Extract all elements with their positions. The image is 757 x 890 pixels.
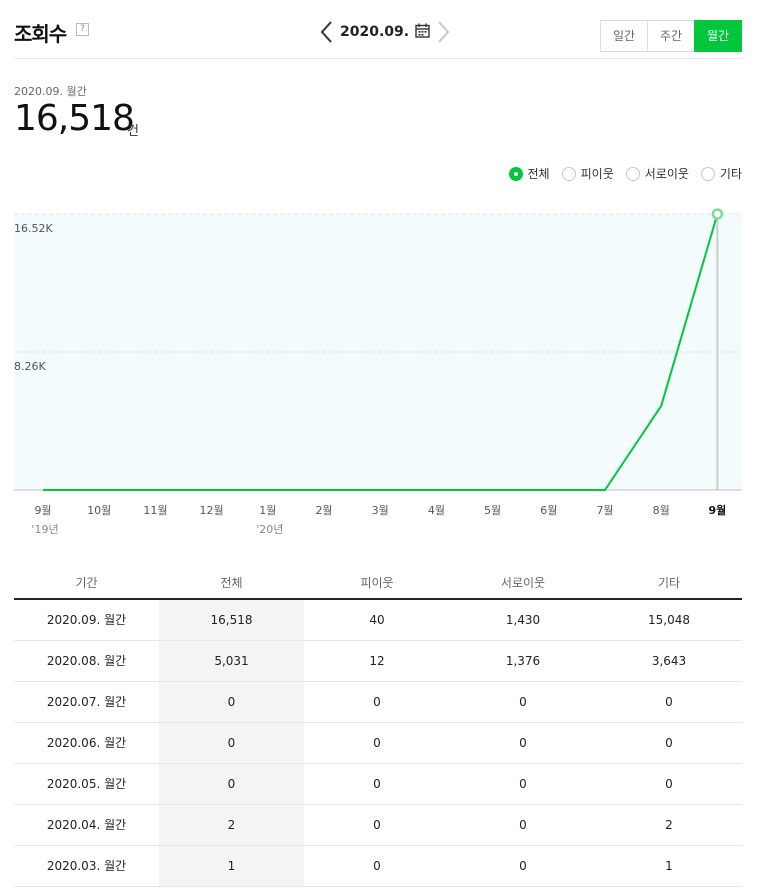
- x-tick-label: 7월: [596, 504, 613, 517]
- period-tabs: 일간 주간 월간: [600, 20, 742, 52]
- table-cell: 1: [159, 845, 304, 887]
- legend-item-total[interactable]: 전체: [508, 165, 550, 182]
- header-neighbor: 피이웃: [304, 567, 450, 600]
- table-cell: 0: [304, 763, 450, 805]
- table-cell: 2020.07. 월간: [14, 681, 159, 723]
- table-cell: 2: [596, 804, 742, 846]
- tab-daily[interactable]: 일간: [600, 20, 648, 52]
- table-cell: 0: [159, 763, 304, 805]
- table-cell: 15,048: [596, 599, 742, 641]
- header-period: 기간: [14, 567, 159, 600]
- x-tick-label: 6월: [540, 504, 557, 517]
- table-row: 2020.07. 월간 0 0 0 0: [14, 681, 742, 723]
- table-row: 2020.06. 월간 0 0 0 0: [14, 722, 742, 764]
- x-tick-label: 4월: [428, 504, 445, 517]
- summary-unit: 건: [127, 124, 139, 139]
- table-cell: 0: [159, 681, 304, 723]
- x-tick-label: 9월: [34, 504, 51, 517]
- tab-weekly[interactable]: 주간: [647, 20, 695, 52]
- table-cell: 12: [304, 640, 450, 682]
- table-cell: 2020.03. 월간: [14, 845, 159, 887]
- chevron-right-icon: [438, 21, 450, 43]
- table-cell: 2020.05. 월간: [14, 763, 159, 805]
- next-period-button[interactable]: [436, 20, 450, 44]
- tab-monthly[interactable]: 월간: [694, 20, 742, 52]
- radio-icon[interactable]: [508, 166, 523, 181]
- x-tick-label: 5월: [484, 504, 501, 517]
- table-cell: 2020.04. 월간: [14, 804, 159, 846]
- table-cell: 0: [304, 681, 450, 723]
- table-cell: 0: [304, 722, 450, 764]
- table-cell: 1,430: [450, 599, 596, 641]
- table-cell: 0: [450, 722, 596, 764]
- header-other: 기타: [596, 567, 742, 600]
- legend-label: 기타: [719, 167, 742, 181]
- x-year-label: '20년: [256, 523, 283, 536]
- x-tick-label: 2월: [315, 504, 332, 517]
- y-tick-label: 8.26K: [14, 360, 46, 373]
- stats-table: 기간 전체 피이웃 서로이웃 기타 2020.09. 월간 16,518 40 1,4…: [14, 567, 742, 887]
- table-cell: 16,518: [159, 599, 304, 641]
- table-cell: 0: [450, 845, 596, 887]
- x-tick-label: 10월: [87, 504, 111, 517]
- table-cell: 0: [450, 681, 596, 723]
- x-tick-label: 3월: [372, 504, 389, 517]
- table-cell: 1: [596, 845, 742, 887]
- summary-period: 2020.09. 월간: [14, 85, 87, 98]
- radio-icon[interactable]: [625, 166, 640, 181]
- table-cell: 0: [450, 804, 596, 846]
- x-year-label: '19년: [31, 523, 58, 536]
- header-mutual: 서로이웃: [450, 567, 596, 600]
- table-row: 2020.09. 월간 16,518 40 1,430 15,048: [14, 599, 742, 641]
- legend-item-mutual[interactable]: 서로이웃: [625, 165, 689, 182]
- table-cell: 3,643: [596, 640, 742, 682]
- radio-icon[interactable]: [700, 166, 715, 181]
- table-cell: 0: [304, 804, 450, 846]
- x-tick-label: 9월: [709, 503, 727, 517]
- legend-item-neighbor[interactable]: 피이웃: [561, 165, 614, 182]
- table-cell: 0: [159, 722, 304, 764]
- header-total: 전체: [159, 567, 304, 600]
- views-line-chart: 8.26K 16.52K 9월 10월 11월 12월 1월 2월 3월 4월 5월 6월 7월 8월 9월…: [0, 200, 757, 545]
- chevron-left-icon: [320, 21, 332, 43]
- table-cell: 0: [596, 722, 742, 764]
- table-cell: 2020.09. 월간: [14, 599, 159, 641]
- stats-header: 조회수 ? 2020.09.: [14, 14, 742, 59]
- table-cell: 2020.08. 월간: [14, 640, 159, 682]
- table-header-row: 기간 전체 피이웃 서로이웃 기타: [14, 567, 742, 600]
- table-cell: 0: [596, 681, 742, 723]
- x-tick-label: 12월: [200, 504, 224, 517]
- summary-value: 16,518: [14, 98, 135, 139]
- table-cell: 1,376: [450, 640, 596, 682]
- table-cell: 40: [304, 599, 450, 641]
- data-point: [711, 208, 724, 220]
- chart-legend: 전체 피이웃 서로이웃 기타: [497, 165, 742, 182]
- x-tick-label: 1월: [259, 504, 276, 517]
- date-navigator: 2020.09.: [320, 18, 450, 46]
- table-cell: 0: [596, 763, 742, 805]
- help-icon[interactable]: ?: [76, 23, 89, 36]
- legend-label: 피이웃: [580, 167, 614, 181]
- x-tick-label: 8월: [653, 504, 670, 517]
- calendar-icon[interactable]: [415, 23, 430, 42]
- prev-period-button[interactable]: [320, 20, 334, 44]
- radio-icon[interactable]: [561, 166, 576, 181]
- legend-label: 서로이웃: [644, 167, 689, 181]
- legend-item-other[interactable]: 기타: [700, 165, 742, 182]
- page-title: 조회수: [14, 22, 67, 46]
- table-cell: 2: [159, 804, 304, 846]
- y-tick-label: 16.52K: [14, 222, 53, 235]
- table-cell: 2020.06. 월간: [14, 722, 159, 764]
- current-date: 2020.09.: [340, 24, 410, 40]
- table-cell: 0: [450, 763, 596, 805]
- x-tick-label: 11월: [143, 504, 167, 517]
- table-cell: 0: [304, 845, 450, 887]
- table-row: 2020.08. 월간 5,031 12 1,376 3,643: [14, 640, 742, 682]
- table-row: 2020.05. 월간 0 0 0 0: [14, 763, 742, 805]
- table-cell: 5,031: [159, 640, 304, 682]
- legend-label: 전체: [527, 167, 550, 181]
- table-row: 2020.04. 월간 2 0 0 2: [14, 804, 742, 846]
- table-row: 2020.03. 월간 1 0 0 1: [14, 845, 742, 887]
- chart-svg: 8.26K 16.52K 9월 10월 11월 12월 1월 2월 3월 4월 5월 6월 7월 8월 9월…: [14, 208, 742, 536]
